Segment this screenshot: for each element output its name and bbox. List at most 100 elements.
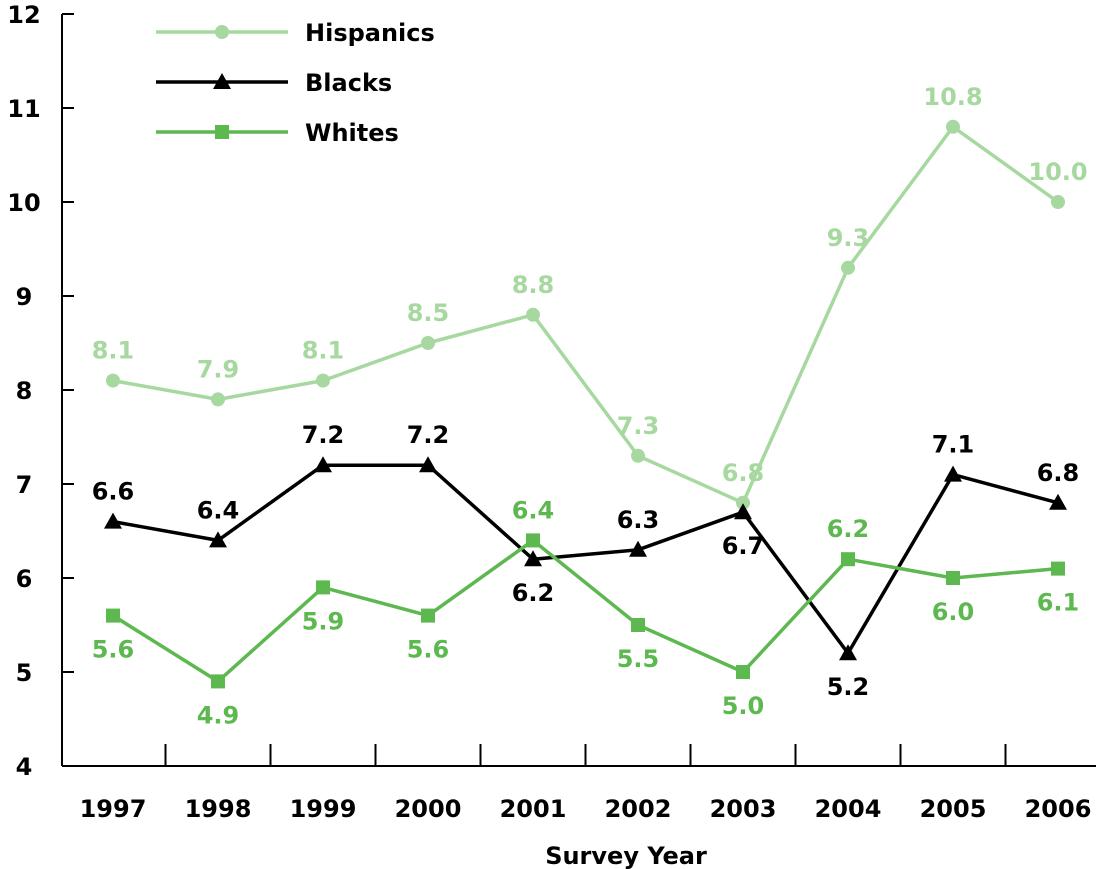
data-labels: 8.1 7.9 8.1 8.5 8.8 7.3 6.8 9.3 10.8 10.0 6.6 6.4 7.…	[92, 83, 1088, 730]
data-point-blacks	[419, 456, 437, 473]
data-label-hispanics: 8.5	[407, 299, 450, 327]
legend-marker-blacks	[213, 73, 231, 89]
series-hispanics	[106, 119, 1065, 510]
data-label-blacks: 7.2	[302, 421, 345, 449]
data-label-hispanics: 8.1	[302, 337, 345, 365]
data-label-blacks: 6.3	[617, 506, 660, 534]
x-tick-label: 2006	[1025, 795, 1092, 823]
data-label-hispanics: 8.1	[92, 337, 135, 365]
y-tick-label: 6	[16, 565, 33, 593]
x-tick-label: 2005	[920, 795, 987, 823]
data-label-hispanics: 7.3	[617, 412, 660, 440]
series-line-whites	[112, 538, 1059, 684]
series-line-blacks	[112, 463, 1059, 655]
chart-series	[104, 119, 1067, 689]
series-whites	[106, 533, 1065, 689]
data-label-hispanics: 6.8	[722, 459, 765, 487]
legend-item-hispanics: Hispanics	[156, 19, 435, 47]
data-point-hispanics	[106, 373, 120, 388]
x-tick-label: 2002	[605, 795, 672, 823]
y-tick-label: 9	[16, 283, 33, 311]
x-axis-ticks: 1997 1998 1999 2000 2001 2002 2003 2004 2005 2006	[80, 744, 1092, 823]
data-label-whites: 6.4	[512, 496, 555, 524]
data-label-blacks: 6.8	[1037, 459, 1080, 487]
y-tick-label: 12	[7, 1, 40, 29]
data-label-blacks: 7.2	[407, 421, 450, 449]
data-point-whites	[316, 580, 330, 595]
x-tick-label: 2001	[500, 795, 567, 823]
data-label-whites: 5.5	[617, 645, 660, 673]
x-tick-label: 2003	[710, 795, 777, 823]
data-point-hispanics	[841, 260, 855, 275]
data-point-whites	[421, 608, 435, 623]
data-label-blacks: 7.1	[932, 431, 975, 459]
x-tick-label: 2000	[395, 795, 462, 823]
data-point-blacks	[1049, 493, 1067, 510]
x-tick-label: 1997	[80, 795, 147, 823]
data-point-whites	[841, 552, 855, 567]
data-label-blacks: 6.2	[512, 579, 555, 607]
data-label-whites: 4.9	[197, 701, 240, 729]
y-tick-label: 8	[16, 377, 33, 405]
data-point-whites	[631, 618, 645, 632]
data-point-hispanics	[1051, 195, 1065, 209]
data-point-hispanics	[631, 448, 645, 463]
legend-item-whites: Whites	[156, 119, 399, 147]
legend-marker-whites	[215, 125, 229, 139]
series-line-hispanics	[112, 125, 1060, 505]
x-tick-label: 1999	[290, 795, 357, 823]
legend-marker-hispanics	[215, 25, 229, 39]
data-point-blacks	[734, 503, 752, 520]
legend-label-whites: Whites	[305, 119, 399, 147]
data-point-hispanics	[736, 495, 750, 510]
data-point-blacks	[314, 456, 332, 473]
data-label-hispanics: 9.3	[827, 224, 870, 252]
legend-label-blacks: Blacks	[305, 69, 392, 97]
data-label-blacks: 6.4	[197, 496, 240, 524]
legend-label-hispanics: Hispanics	[305, 19, 435, 47]
data-point-whites	[106, 608, 120, 623]
legend-item-blacks: Blacks	[156, 69, 392, 97]
data-point-hispanics	[421, 336, 435, 350]
data-label-hispanics: 10.8	[923, 83, 982, 111]
data-point-blacks	[104, 512, 122, 529]
chart-legend: Hispanics Blacks Whites	[156, 19, 435, 147]
data-label-whites: 6.1	[1037, 589, 1080, 617]
data-point-whites	[946, 571, 960, 585]
data-label-hispanics: 7.9	[197, 355, 240, 383]
data-point-whites	[211, 674, 225, 689]
x-tick-label: 2004	[815, 795, 882, 823]
data-point-hispanics	[211, 392, 225, 407]
data-label-hispanics: 8.8	[512, 271, 555, 299]
data-point-blacks	[524, 550, 542, 567]
y-tick-label: 7	[16, 471, 33, 499]
data-label-blacks: 5.2	[827, 673, 870, 701]
data-label-blacks: 6.7	[722, 532, 765, 560]
data-label-whites: 6.2	[827, 515, 870, 543]
data-point-whites	[526, 533, 540, 548]
y-tick-label: 5	[16, 659, 33, 687]
data-label-whites: 5.0	[722, 692, 765, 720]
data-point-blacks	[839, 644, 857, 661]
y-tick-label: 4	[16, 753, 33, 781]
data-label-blacks: 6.6	[92, 478, 135, 506]
data-label-whites: 5.9	[302, 607, 345, 635]
data-point-blacks	[944, 465, 962, 482]
data-label-hispanics: 10.0	[1028, 158, 1087, 186]
data-label-whites: 5.6	[407, 636, 450, 664]
data-label-whites: 5.6	[92, 636, 135, 664]
y-tick-label: 11	[7, 95, 40, 123]
x-axis-title: Survey Year	[545, 842, 707, 869]
data-point-blacks	[209, 531, 227, 548]
data-point-hispanics	[946, 119, 960, 134]
data-point-blacks	[629, 540, 647, 557]
y-tick-label: 10	[7, 189, 40, 217]
y-axis-ticks: 4 5 6 7 8 9 10 11 12	[7, 1, 74, 781]
data-label-whites: 6.0	[932, 598, 975, 626]
data-point-hispanics	[526, 307, 540, 322]
data-point-whites	[1051, 561, 1065, 576]
data-point-hispanics	[316, 373, 330, 388]
series-blacks	[104, 456, 1067, 661]
x-tick-label: 1998	[185, 795, 252, 823]
